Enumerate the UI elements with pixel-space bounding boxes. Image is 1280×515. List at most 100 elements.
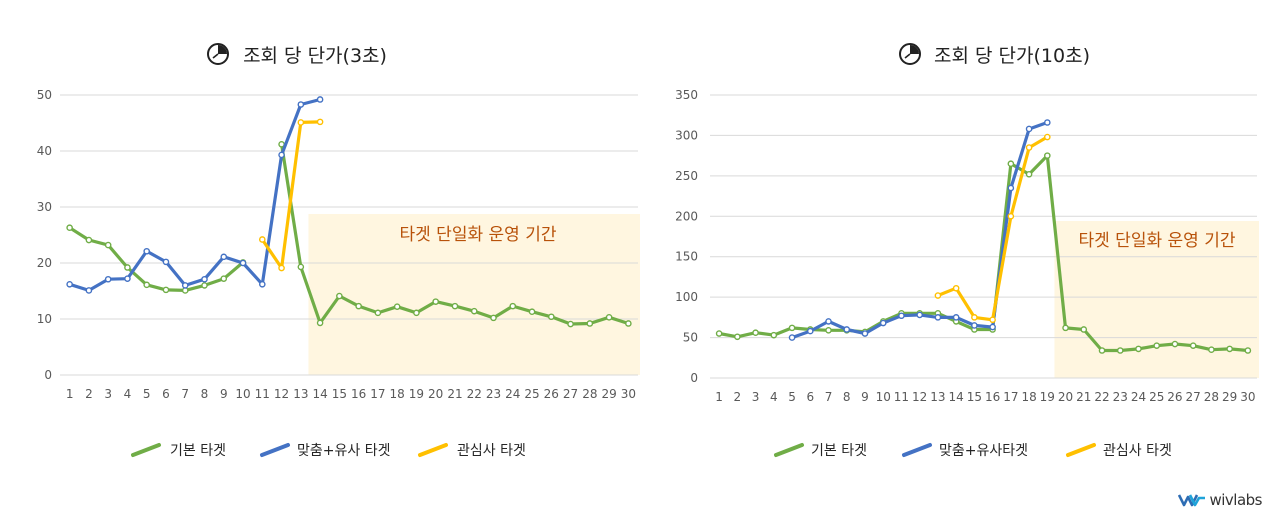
x-tick-label: 28 [582, 387, 597, 401]
data-point [1007, 160, 1015, 168]
data-point [66, 224, 73, 232]
x-tick-label: 20 [1058, 390, 1073, 404]
data-point [278, 151, 285, 159]
legend-item: 맞춤+유사 타겟 [260, 443, 391, 459]
data-point [548, 313, 555, 321]
series-line [936, 135, 1049, 322]
data-point [162, 258, 170, 266]
data-point [220, 253, 228, 261]
x-tick-label: 6 [806, 390, 814, 404]
legend-swatch [774, 443, 804, 457]
x-tick-label: 29 [1222, 390, 1237, 404]
data-point [1189, 342, 1197, 349]
data-point [239, 259, 247, 267]
data-point [509, 302, 517, 310]
y-tick-label: 50 [683, 331, 698, 345]
legend-label: 기본 타겟 [170, 443, 226, 459]
x-tick-label: 17 [1003, 390, 1018, 404]
legend-label: 기본 타겟 [811, 443, 867, 459]
x-tick-label: 17 [370, 387, 385, 401]
x-tick-label: 14 [312, 387, 327, 401]
annotation-label: 타겟 단일화 운영 기간 [400, 225, 557, 245]
y-tick-label: 50 [37, 88, 52, 102]
data-point [1080, 326, 1088, 333]
y-tick-label: 200 [675, 209, 698, 223]
y-tick-label: 20 [37, 256, 52, 270]
x-tick-label: 1 [715, 390, 723, 404]
series-3 [258, 118, 324, 272]
x-tick-label: 5 [143, 387, 151, 401]
x-tick-label: 25 [524, 387, 539, 401]
data-point [451, 302, 459, 310]
data-point [1135, 345, 1142, 353]
legend-swatch [260, 443, 290, 457]
data-point [1007, 184, 1015, 192]
data-point [734, 333, 741, 341]
x-tick-label: 23 [1113, 390, 1128, 404]
legend-label: 관심사 타겟 [457, 443, 526, 459]
legend-swatch [131, 443, 161, 457]
data-point [143, 281, 150, 289]
x-tick-label: 15 [967, 390, 982, 404]
x-tick-label: 16 [351, 387, 366, 401]
y-tick-label: 10 [37, 312, 52, 326]
x-tick-label: 10 [235, 387, 250, 401]
data-point [374, 309, 382, 317]
data-point [432, 298, 440, 305]
legend-swatch [902, 443, 932, 457]
data-point [316, 118, 324, 126]
x-tick-label: 15 [332, 387, 347, 401]
data-point [934, 314, 942, 321]
wv-logo-icon [1178, 494, 1206, 507]
chart-title: 조회 당 단가(10초) [934, 45, 1090, 67]
x-tick-label: 12 [274, 387, 289, 401]
x-tick-label: 29 [601, 387, 616, 401]
data-point [1208, 346, 1215, 354]
y-tick-label: 0 [690, 371, 698, 385]
data-point [413, 309, 420, 317]
data-point [143, 247, 150, 255]
x-tick-label: 30 [1240, 390, 1255, 404]
x-tick-label: 6 [162, 387, 170, 401]
legend-item: 관심사 타겟 [1066, 443, 1172, 459]
y-tick-label: 150 [675, 250, 698, 264]
data-point [258, 236, 266, 243]
data-point [879, 319, 887, 327]
data-point [85, 236, 93, 244]
legend-item: 기본 타겟 [131, 443, 226, 459]
x-tick-label: 3 [752, 390, 760, 404]
data-point [952, 284, 960, 292]
clock-icon [207, 43, 229, 65]
x-tick-label: 2 [85, 387, 93, 401]
data-point [490, 314, 497, 322]
x-tick-label: 19 [1040, 390, 1055, 404]
brand-text: wivlabs [1209, 491, 1262, 509]
x-tick-label: 20 [428, 387, 443, 401]
x-tick-label: 8 [843, 390, 851, 404]
data-point [788, 334, 796, 341]
x-tick-label: 8 [201, 387, 209, 401]
data-point [989, 316, 996, 324]
data-point [770, 331, 778, 339]
data-point [393, 303, 401, 310]
legend-item: 맞춤+유사타겟 [902, 443, 1028, 459]
data-point [1044, 119, 1051, 126]
legend-item: 관심사 타겟 [418, 443, 526, 459]
annotation-band [1054, 221, 1259, 378]
x-tick-label: 13 [293, 387, 308, 401]
x-tick-label: 11 [255, 387, 270, 401]
data-point [1025, 125, 1033, 133]
series-3 [934, 133, 1051, 324]
x-tick-label: 4 [124, 387, 132, 401]
data-point [971, 322, 978, 329]
data-point [201, 275, 208, 283]
x-tick-label: 21 [447, 387, 462, 401]
data-point [898, 312, 905, 320]
data-point [1007, 212, 1015, 220]
x-tick-label: 26 [544, 387, 559, 401]
data-point [162, 286, 170, 294]
data-point [825, 318, 832, 325]
data-point [124, 264, 131, 271]
y-tick-label: 30 [37, 200, 52, 214]
